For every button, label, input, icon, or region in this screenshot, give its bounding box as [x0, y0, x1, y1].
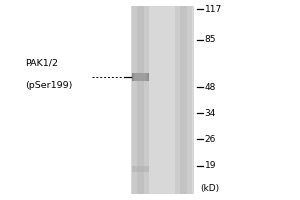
Text: 85: 85 [205, 36, 216, 45]
Bar [148, 73, 149, 81]
Bar [130, 6, 194, 194]
Bar [147, 73, 148, 81]
Bar [140, 73, 141, 81]
Bar [132, 73, 149, 81]
Bar [136, 73, 137, 81]
Text: 48: 48 [205, 83, 216, 92]
Bar [134, 73, 135, 81]
Bar [145, 73, 146, 81]
Text: 19: 19 [205, 162, 216, 170]
Text: PAK1/2: PAK1/2 [26, 59, 58, 68]
Text: 34: 34 [205, 108, 216, 117]
Bar [139, 73, 140, 81]
Bar [136, 73, 137, 81]
Bar [143, 73, 144, 81]
Bar [132, 73, 133, 81]
Bar [132, 6, 149, 194]
Bar [137, 73, 138, 81]
Text: 117: 117 [205, 4, 222, 14]
Bar [142, 73, 143, 81]
Text: (pSer199): (pSer199) [26, 81, 73, 90]
Bar [138, 73, 139, 81]
Bar [180, 6, 187, 194]
Bar [132, 166, 149, 172]
Bar [146, 73, 147, 81]
Bar [135, 73, 136, 81]
Text: 26: 26 [205, 134, 216, 144]
Bar [137, 6, 144, 194]
Bar [144, 73, 145, 81]
Bar [133, 73, 134, 81]
Text: (kD): (kD) [200, 184, 219, 194]
Bar [175, 6, 192, 194]
Bar [141, 73, 142, 81]
